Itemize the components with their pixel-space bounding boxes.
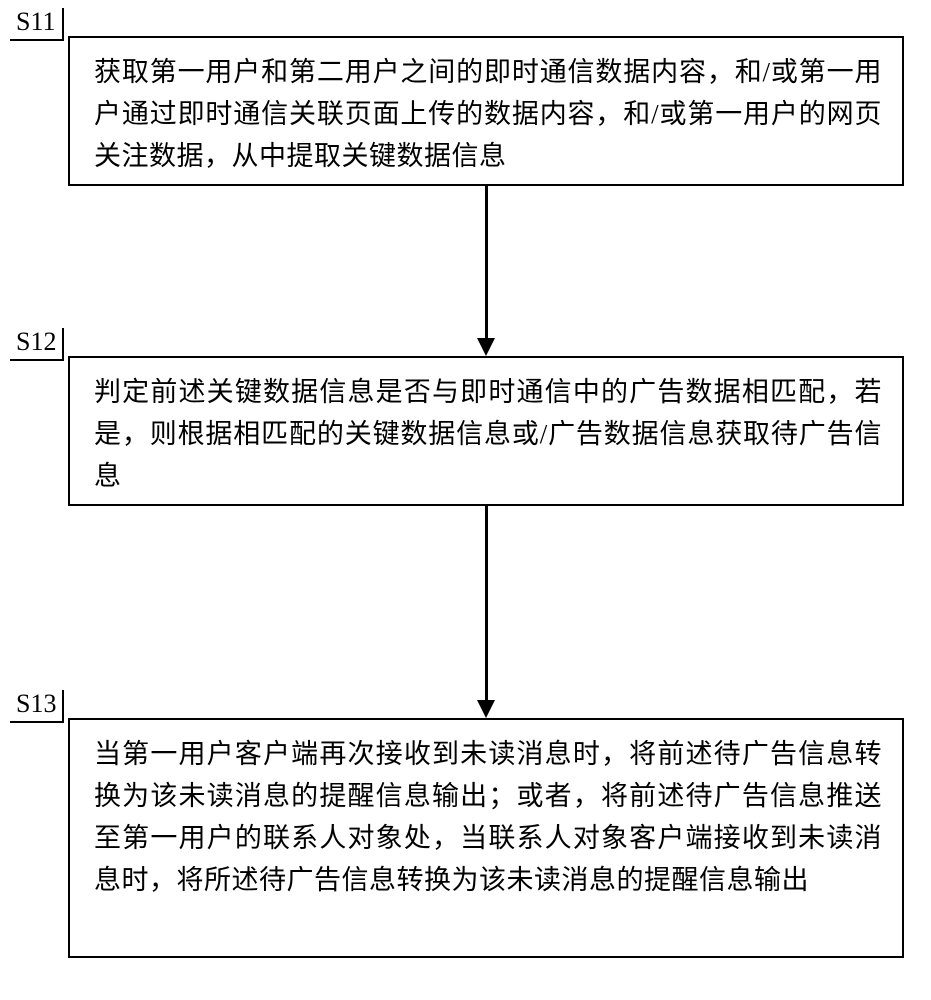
step-box-s11: 获取第一用户和第二用户之间的即时通信数据内容，和/或第一用户通过即时通信关联页面… bbox=[68, 36, 904, 186]
arrow-s12-s13-line bbox=[485, 506, 488, 700]
arrow-s12-s13-head bbox=[477, 700, 495, 718]
step-text-s13: 当第一用户客户端再次接收到未读消息时，将前述待广告信息转换为该未读消息的提醒信息… bbox=[94, 739, 882, 895]
step-label-s11: S11 bbox=[10, 8, 64, 41]
step-box-s12: 判定前述关键数据信息是否与即时通信中的广告数据相匹配，若是，则根据相匹配的关键数… bbox=[68, 356, 904, 506]
flowchart-canvas: S11 获取第一用户和第二用户之间的即时通信数据内容，和/或第一用户通过即时通信… bbox=[0, 0, 931, 1000]
step-label-s12: S12 bbox=[10, 328, 64, 361]
arrow-s11-s12-head bbox=[477, 338, 495, 356]
step-label-s13: S13 bbox=[10, 690, 64, 723]
step-box-s13: 当第一用户客户端再次接收到未读消息时，将前述待广告信息转换为该未读消息的提醒信息… bbox=[68, 718, 904, 958]
step-text-s12: 判定前述关键数据信息是否与即时通信中的广告数据相匹配，若是，则根据相匹配的关键数… bbox=[94, 377, 882, 491]
step-text-s11: 获取第一用户和第二用户之间的即时通信数据内容，和/或第一用户通过即时通信关联页面… bbox=[94, 57, 882, 171]
arrow-s11-s12-line bbox=[485, 186, 488, 338]
